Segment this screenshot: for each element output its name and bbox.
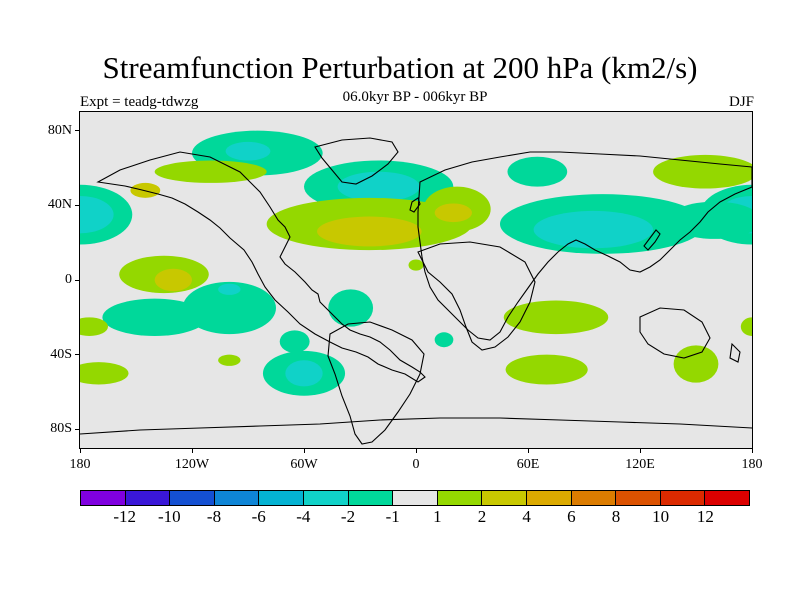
anomaly-pos1-28 bbox=[80, 317, 108, 336]
experiment-label: Expt = teadg-tdwzg bbox=[80, 94, 199, 110]
chart-title: Streamfunction Perturbation at 200 hPa (… bbox=[102, 50, 698, 85]
lat-tick-label-3: 40S bbox=[50, 346, 72, 362]
colorbar-label-10: 6 bbox=[567, 507, 576, 526]
lon-tick-mark-4 bbox=[527, 448, 529, 453]
anomaly-neg2-17 bbox=[533, 210, 654, 249]
anomaly-neg1-22 bbox=[182, 281, 276, 335]
colorbar-label-12: 10 bbox=[652, 507, 670, 526]
anomaly-neg1-18 bbox=[668, 201, 752, 239]
lat-tick-mark-4 bbox=[75, 428, 80, 430]
lat-tick-mark-3 bbox=[75, 354, 80, 356]
anomaly-neg2-3 bbox=[337, 171, 420, 202]
lon-tick-label-1: 120W bbox=[174, 457, 210, 472]
colorbar-box-11 bbox=[571, 491, 617, 505]
anomaly-pos2-15 bbox=[434, 203, 473, 223]
africa-coast bbox=[417, 241, 536, 351]
colorbar bbox=[80, 490, 750, 506]
colorbar-box-2 bbox=[170, 491, 215, 505]
coastlines bbox=[80, 137, 752, 445]
colorbar-label-13: 12 bbox=[696, 507, 714, 526]
colorbar-box-6 bbox=[348, 491, 394, 505]
period-subtitle: 06.0kyr BP - 006kyr BP bbox=[342, 89, 488, 105]
anomaly-pos2-14 bbox=[317, 216, 422, 247]
colorbar-label-3: -6 bbox=[251, 507, 266, 526]
japan-coast bbox=[643, 229, 661, 251]
colorbar-label-0: -12 bbox=[113, 507, 136, 526]
colorbar-box-0 bbox=[81, 491, 126, 505]
anomaly-neg2-9 bbox=[80, 196, 114, 234]
lon-tick-label-0: 180 bbox=[69, 457, 91, 472]
lon-tick-mark-6 bbox=[751, 448, 753, 453]
lon-tick-label-6: 180 bbox=[741, 457, 763, 472]
colorbar-box-9 bbox=[482, 491, 527, 505]
colorbar-box-13 bbox=[660, 491, 706, 505]
anomaly-pos2-20 bbox=[154, 268, 192, 292]
anomaly-neg1-35 bbox=[434, 332, 454, 348]
streamfunction-field bbox=[80, 130, 752, 396]
australia-coast bbox=[639, 307, 711, 359]
anomaly-pos1-30 bbox=[218, 354, 241, 366]
map-svg bbox=[80, 130, 752, 445]
colorbar-box-8 bbox=[437, 491, 483, 505]
colorbar-label-1: -10 bbox=[157, 507, 181, 526]
lon-tick-mark-3 bbox=[415, 448, 417, 453]
anomaly-neg1-24 bbox=[279, 330, 310, 353]
colorbar-box-10 bbox=[526, 491, 572, 505]
colorbar-box-7 bbox=[393, 491, 438, 505]
anomaly-neg2-23 bbox=[218, 283, 241, 295]
anomaly-neg2-27 bbox=[285, 360, 323, 387]
lon-tick-label-4: 60E bbox=[516, 457, 540, 472]
lat-tick-label-2: 0 bbox=[65, 272, 72, 287]
colorbar-box-4 bbox=[259, 491, 304, 505]
anomaly-pos1-31 bbox=[503, 300, 609, 335]
colorbar-label-4: -4 bbox=[296, 507, 311, 526]
map-plot-area bbox=[79, 111, 753, 449]
colorbar-label-6: -1 bbox=[385, 507, 400, 526]
anomaly-pos1-5 bbox=[653, 154, 752, 189]
antarctica-coast bbox=[80, 417, 752, 435]
lat-tick-label-4: 80S bbox=[50, 421, 72, 437]
anomaly-pos1-36 bbox=[408, 259, 424, 271]
colorbar-label-2: -8 bbox=[206, 507, 222, 526]
new-zealand-coast bbox=[729, 342, 741, 363]
anomaly-neg1-21 bbox=[102, 298, 207, 336]
colorbar-box-3 bbox=[214, 491, 260, 505]
south-america-coast bbox=[327, 321, 425, 445]
anomaly-pos1-6 bbox=[154, 160, 267, 183]
lon-tick-mark-1 bbox=[191, 448, 193, 453]
colorbar-label-8: 2 bbox=[477, 507, 487, 526]
colorbar-box-14 bbox=[705, 491, 749, 505]
lat-tick-mark-1 bbox=[75, 204, 80, 206]
anomaly-neg1-4 bbox=[507, 156, 568, 187]
colorbar-box-12 bbox=[616, 491, 661, 505]
anomaly-neg2-1 bbox=[225, 141, 271, 161]
colorbar-label-9: 4 bbox=[522, 507, 531, 526]
season-label: DJF bbox=[728, 94, 754, 110]
lat-tick-mark-2 bbox=[75, 279, 80, 281]
uk-coast bbox=[409, 197, 421, 213]
lon-tick-label-5: 120E bbox=[625, 457, 655, 472]
eurasia-africa-coast bbox=[417, 151, 752, 341]
lon-tick-mark-2 bbox=[303, 448, 305, 453]
anomaly-neg1-25 bbox=[328, 289, 374, 327]
lon-tick-mark-5 bbox=[639, 448, 641, 453]
north-america-coast bbox=[96, 151, 426, 383]
greenland-coast bbox=[314, 137, 399, 185]
lat-tick-label-0: 80N bbox=[47, 122, 72, 138]
colorbar-label-5: -2 bbox=[340, 507, 356, 526]
colorbar-box-5 bbox=[303, 491, 349, 505]
lat-tick-label-1: 40N bbox=[47, 197, 72, 213]
anomaly-pos1-32 bbox=[505, 354, 588, 385]
anomaly-pos1-33 bbox=[673, 345, 719, 383]
lon-tick-label-3: 0 bbox=[412, 457, 420, 472]
lon-tick-mark-0 bbox=[79, 448, 81, 453]
anomaly-pos1-34 bbox=[740, 317, 752, 336]
lon-tick-label-2: 60W bbox=[290, 457, 318, 472]
colorbar-box-1 bbox=[125, 491, 171, 505]
colorbar-label-11: 8 bbox=[611, 507, 621, 526]
anomaly-pos1-29 bbox=[80, 362, 129, 385]
lat-tick-mark-0 bbox=[75, 130, 80, 132]
colorbar-label-7: 1 bbox=[433, 507, 442, 526]
